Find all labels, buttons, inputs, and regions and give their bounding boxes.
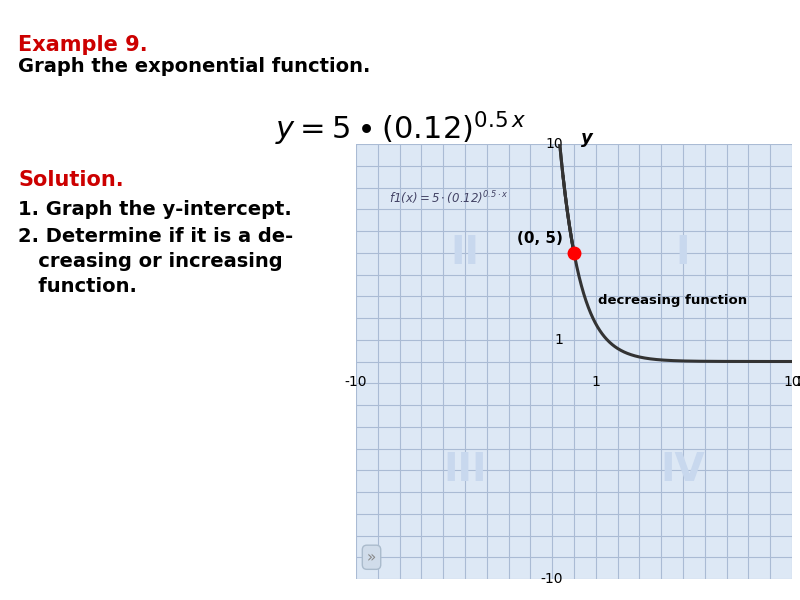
Text: creasing or increasing: creasing or increasing: [18, 252, 282, 271]
Text: -10: -10: [541, 572, 563, 586]
Text: 1: 1: [554, 333, 563, 347]
Text: 1: 1: [591, 374, 600, 389]
Text: »: »: [367, 550, 376, 565]
Text: 1. Graph the y-intercept.: 1. Graph the y-intercept.: [18, 200, 292, 219]
Text: 10: 10: [546, 137, 563, 151]
Text: y: y: [581, 129, 592, 147]
Text: decreasing function: decreasing function: [598, 294, 746, 307]
Text: 10: 10: [783, 374, 800, 389]
Text: III: III: [443, 451, 486, 489]
Text: Example 9.: Example 9.: [18, 35, 148, 55]
Text: I: I: [676, 234, 690, 272]
Text: -10: -10: [345, 374, 367, 389]
Text: II: II: [450, 234, 479, 272]
Text: $\mathit{y} = 5 \bullet (0.12)^{0.5\,x}$: $\mathit{y} = 5 \bullet (0.12)^{0.5\,x}$: [274, 110, 526, 148]
Text: $\mathregular{f1(x)=5\cdot(0.12)^{0.5\cdot x}}$: $\mathregular{f1(x)=5\cdot(0.12)^{0.5\cd…: [389, 190, 508, 207]
Text: Solution.: Solution.: [18, 170, 124, 190]
Text: (0, 5): (0, 5): [518, 231, 563, 246]
Text: 2. Determine if it is a de-: 2. Determine if it is a de-: [18, 227, 293, 246]
Text: function.: function.: [18, 277, 137, 296]
Text: x: x: [797, 373, 800, 391]
Text: Graph the exponential function.: Graph the exponential function.: [18, 57, 370, 76]
Text: IV: IV: [661, 451, 706, 489]
